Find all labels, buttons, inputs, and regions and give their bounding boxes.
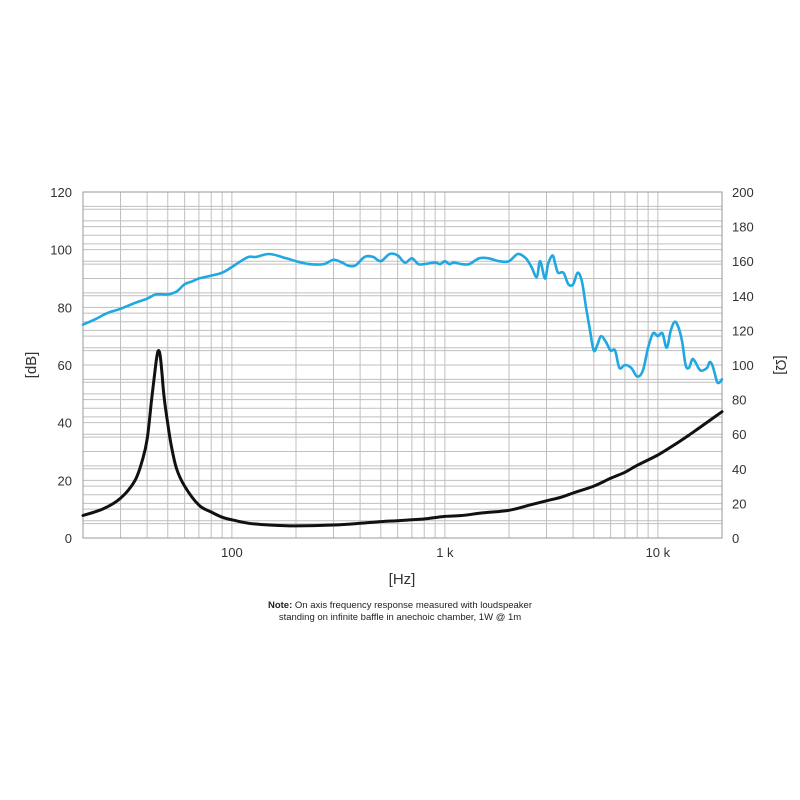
spl-curve xyxy=(81,252,724,385)
y-tick-label-left: 80 xyxy=(58,300,72,315)
note-label: Note: xyxy=(267,600,293,611)
x-tick-label: 100 xyxy=(221,545,243,560)
y-tick-label-left: 0 xyxy=(65,531,72,546)
note-line-2: standing on infinite baffle in anechoic … xyxy=(278,612,522,623)
y-tick-label-right: 160 xyxy=(732,254,754,269)
y-tick-label-right: 100 xyxy=(732,358,754,373)
y-tick-label-right: 80 xyxy=(732,393,746,408)
impedance-curve xyxy=(81,349,724,528)
x-axis-label: [Hz] xyxy=(389,571,416,588)
y-tick-label-left: 100 xyxy=(50,243,72,258)
y-tick-label-right: 60 xyxy=(732,427,746,442)
y-tick-label-left: 40 xyxy=(58,416,72,431)
y-tick-label-right: 20 xyxy=(732,496,746,511)
measurement-note: Note: On axis frequency response measure… xyxy=(200,600,600,624)
y-tick-label-right: 0 xyxy=(732,531,739,546)
curves xyxy=(81,252,724,528)
y-tick-label-right: 140 xyxy=(732,289,754,304)
y-tick-label-left: 120 xyxy=(50,185,72,200)
y-tick-label-right: 200 xyxy=(732,185,754,200)
x-tick-label: 10 k xyxy=(646,545,671,560)
y-tick-label-right: 120 xyxy=(732,323,754,338)
y-tick-label-right: 40 xyxy=(732,462,746,477)
y-tick-label-left: 60 xyxy=(58,358,72,373)
y-tick-label-right: 180 xyxy=(732,220,754,235)
y-tick-label-left: 20 xyxy=(58,473,72,488)
x-tick-label: 1 k xyxy=(436,545,454,560)
tick-labels: 0 20 40 60 80 100 120 0 20 40 60 80 100 120 140 160 180 2… xyxy=(50,185,753,560)
note-line-1: On axis frequency response measured with… xyxy=(292,600,533,611)
plot-frame xyxy=(82,191,723,539)
y-axis-label-left: [dB] xyxy=(23,352,40,379)
y-axis-label-right: [Ω] xyxy=(772,355,789,375)
